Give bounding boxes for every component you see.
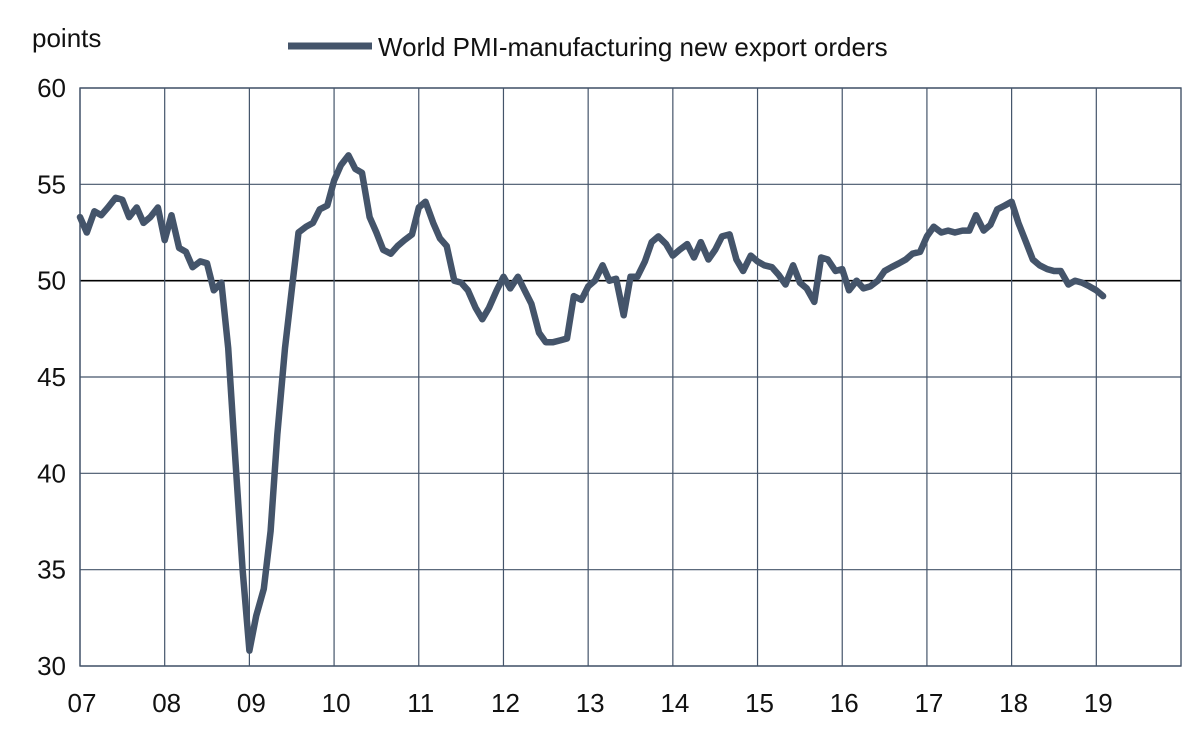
x-tick-label: 07 [68,688,97,718]
x-tick-label: 10 [322,688,351,718]
y-tick-label: 30 [37,651,66,681]
plot-frame [79,87,1182,667]
x-tick-label: 13 [576,688,605,718]
x-tick-label: 18 [999,688,1028,718]
x-tick-label: 08 [152,688,181,718]
x-tick-label: 17 [914,688,943,718]
series-line [76,152,1107,654]
y-tick-label: 45 [37,362,66,392]
x-axis-ticks: 07 08 09 10 11 12 13 14 15 16 17 18 19 [68,688,1113,718]
y-tick-label: 60 [37,73,66,103]
legend: World PMI-manufacturing new export order… [288,32,888,62]
plot-border [79,87,1182,667]
y-tick-label: 55 [37,169,66,199]
x-tick-label: 11 [407,688,434,718]
y-tick-label: 50 [37,266,66,296]
x-tick-label: 16 [830,688,859,718]
x-tick-label: 15 [745,688,774,718]
legend-label: World PMI-manufacturing new export order… [378,32,888,62]
y-axis-ticks: 30 35 40 45 50 55 60 [37,73,66,681]
x-tick-label: 14 [660,688,689,718]
x-tick-label: 19 [1084,688,1113,718]
y-axis-title: points [32,23,101,53]
x-tick-label: 09 [237,688,266,718]
series-layer [76,152,1107,654]
y-tick-label: 35 [37,555,66,585]
y-tick-label: 40 [37,458,66,488]
x-tick-label: 12 [491,688,520,718]
